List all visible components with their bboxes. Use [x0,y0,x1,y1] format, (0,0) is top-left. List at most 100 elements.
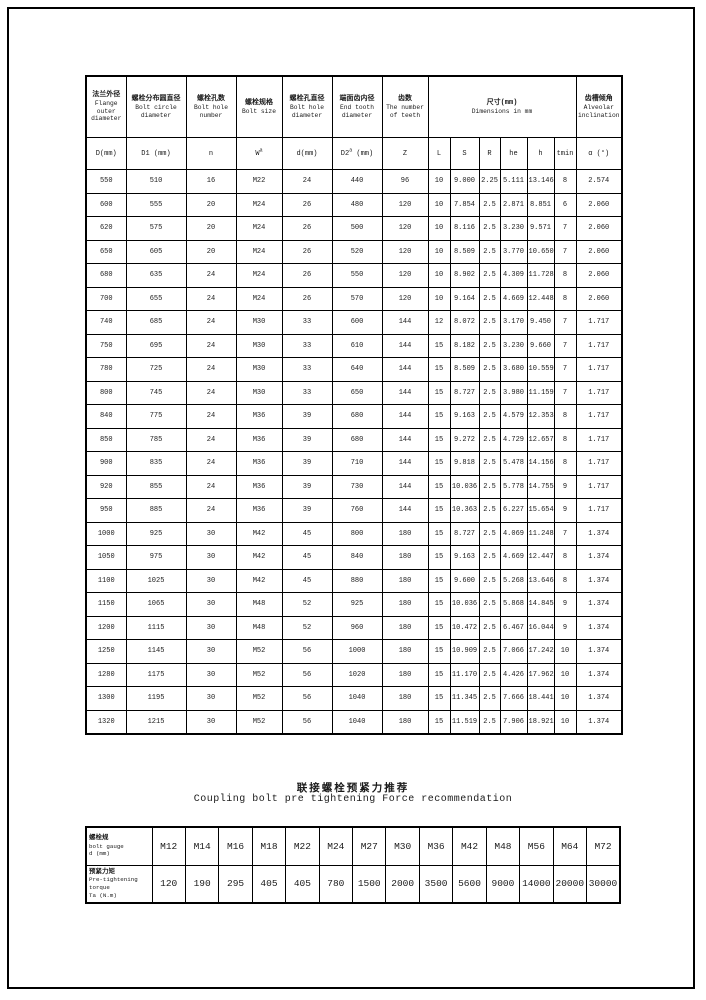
spec-table-cell: 745 [125,380,187,405]
spec-table-cell: 10.559 [526,357,555,382]
column-group-header: 螺栓孔数 Bolt hole number [185,75,237,138]
spec-table-cell: 180 [381,686,429,711]
spec-table-cell: 30 [185,592,237,617]
spec-table-cell: 4.669 [499,286,528,311]
spec-table-cell: 5.868 [499,592,528,617]
spec-table-cell: 1065 [125,592,187,617]
spec-table-cell: M24 [235,239,283,264]
spec-table-cell: 775 [125,404,187,429]
spec-table-cell: 24 [281,169,333,194]
column-group-header-en: Bolt hole number [193,103,228,119]
spec-table-cell: M52 [235,686,283,711]
spec-table-cell: M52 [235,662,283,687]
spec-table-cell: 550 [85,169,127,194]
flange-spec-table: 法兰外径 Flange outer diameter 螺栓分布圆直径 Bolt cir… [85,75,623,735]
bolt-gauge-cell: M36 [418,826,454,866]
spec-table-cell: 10 [427,169,451,194]
column-group-header-en: End tooth diameter [339,103,374,119]
spec-table-cell: 2.060 [575,286,623,311]
column-group-header: 法兰外径 Flange outer diameter [85,75,127,138]
spec-table-cell: 1.374 [575,545,623,570]
spec-table-cell: 7.854 [449,192,480,217]
spec-table-cell: 24 [185,427,237,452]
spec-table-row: 1250 1145 30 M52 56 1000 180 15 10.909 2.5 7.066 17… [85,639,623,664]
spec-table-cell: 15 [427,709,451,735]
column-group-header-en: Bolt hole diameter [289,103,324,119]
spec-table-cell: 1.717 [575,380,623,405]
spec-table-cell: 3.230 [499,216,528,241]
spec-table-cell: 39 [281,451,333,476]
spec-table-cell: 8 [553,404,577,429]
torque-value-cell: 5600 [452,864,487,904]
spec-table-cell: 9.272 [449,427,480,452]
spec-table-cell: 8 [553,451,577,476]
bolt-gauge-cell: M56 [519,826,554,866]
spec-table-cell: 1.717 [575,357,623,382]
spec-table-cell: 8.182 [449,333,480,358]
spec-table-cell: 3.170 [499,310,528,335]
spec-table-cell: 10 [553,639,577,664]
spec-table-cell: 800 [331,521,383,546]
spec-table-cell: 950 [85,498,127,523]
spec-table-cell: 725 [125,357,187,382]
spec-table-cell: 1040 [331,686,383,711]
spec-table-row: 650 605 20 M24 26 520 120 10 8.509 2.5 3.770 10.650… [85,239,623,264]
spec-table-cell: 26 [281,216,333,241]
spec-table-cell: 144 [381,310,429,335]
spec-table-cell: 2.5 [478,310,501,335]
spec-table-cell: 570 [331,286,383,311]
spec-table-row: 1320 1215 30 M52 56 1040 180 15 11.519 2.5 7.906 18… [85,709,623,735]
spec-table-cell: 24 [185,380,237,405]
spec-table-cell: 1025 [125,568,187,593]
spec-table-cell: 26 [281,286,333,311]
spec-table-row: 900 835 24 M36 39 710 144 15 9.818 2.5 5.478 14.156… [85,451,623,476]
spec-table-cell: 7 [553,333,577,358]
spec-table-cell: 550 [331,263,383,288]
spec-table-cell: 9 [553,474,577,499]
spec-table-cell: 1215 [125,709,187,735]
spec-table-cell: 855 [125,474,187,499]
column-unit-header: he [499,137,528,170]
spec-table-cell: 620 [85,216,127,241]
spec-table-cell: 2.060 [575,263,623,288]
spec-table-row: 1300 1195 30 M52 56 1040 180 15 11.345 2.5 7.666 18… [85,686,623,711]
spec-table-cell: 700 [85,286,127,311]
spec-table-cell: 7 [553,216,577,241]
spec-table-cell: 1.374 [575,662,623,687]
bolt-gauge-cell: M30 [385,826,420,866]
spec-table-cell: 10.650 [526,239,555,264]
spec-table-cell: 180 [381,521,429,546]
spec-table-cell: 8.902 [449,263,480,288]
spec-table-cell: 1.717 [575,451,623,476]
spec-table-cell: 1200 [85,615,127,640]
spec-table-row: 680 635 24 M24 26 550 120 10 8.902 2.5 4.309 11.728… [85,263,623,288]
column-group-header: 螺栓分布圆直径 Bolt circle diameter [125,75,187,138]
spec-table-cell: 15 [427,662,451,687]
spec-table-cell: 144 [381,357,429,382]
spec-table-cell: 640 [331,357,383,382]
spec-table-cell: 4.729 [499,427,528,452]
spec-table-cell: 840 [85,404,127,429]
spec-table-cell: 2.060 [575,216,623,241]
spec-table-cell: 1250 [85,639,127,664]
torque-value-cell: 20000 [552,864,587,904]
spec-table-cell: 144 [381,451,429,476]
spec-table-cell: 11.170 [449,662,480,687]
column-unit-header: D2a (mm) [331,137,383,170]
spec-table-cell: 6 [553,192,577,217]
spec-table-cell: 500 [331,216,383,241]
spec-table-cell: 7.666 [499,686,528,711]
column-group-header-en: Flange outer diameter [91,99,122,123]
spec-table-cell: 5.111 [499,169,528,194]
column-unit-header: d(mm) [281,137,333,170]
spec-table-cell: 655 [125,286,187,311]
spec-table-cell: 1050 [85,545,127,570]
spec-table-row: 1200 1115 30 M48 52 960 180 15 10.472 2.5 6.467 16.… [85,615,623,640]
spec-table-cell: 1.717 [575,498,623,523]
spec-table-cell: 885 [125,498,187,523]
spec-table-cell: 56 [281,662,333,687]
spec-table-cell: 15 [427,380,451,405]
spec-table-cell: M42 [235,568,283,593]
spec-table-cell: 695 [125,333,187,358]
spec-table-cell: 45 [281,568,333,593]
